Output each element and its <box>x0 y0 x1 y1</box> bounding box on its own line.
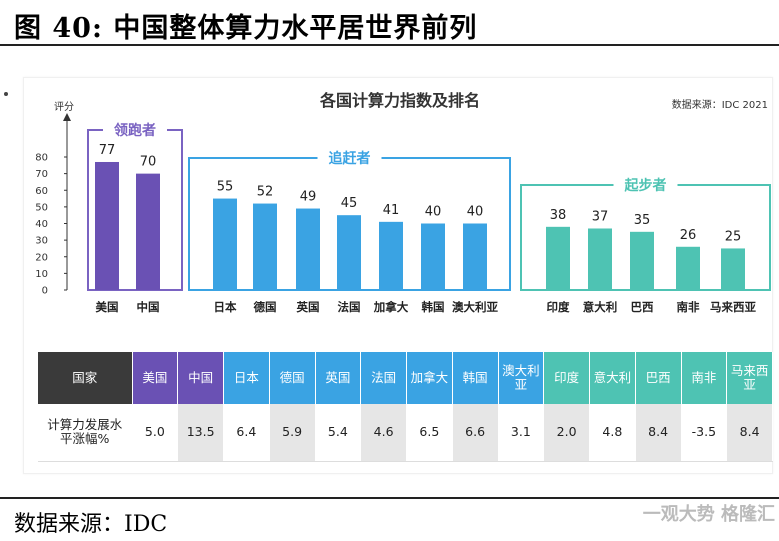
table-header-row: 国家 美国 中国 日本 德国 英国 法国 加拿大 韩国 澳大利亚 印度 意大利 巴西 南非 马来西亚 <box>38 352 773 404</box>
x-tick-label: 加拿大 <box>373 300 409 314</box>
bar <box>136 173 160 290</box>
table-header-label: 国家 <box>38 352 133 404</box>
bar <box>253 203 277 290</box>
y-tick-label: 60 <box>35 186 48 197</box>
bar <box>296 208 320 290</box>
bar-value-label: 45 <box>341 196 358 211</box>
table-growth-cell: 8.4 <box>726 404 773 462</box>
table-country-cell: 巴西 <box>635 352 682 404</box>
bar-value-label: 40 <box>467 205 484 220</box>
table-country-cell: 南非 <box>681 352 728 404</box>
x-tick-label: 马来西亚 <box>710 300 756 314</box>
bar-value-label: 49 <box>300 190 317 205</box>
bar-value-label: 41 <box>383 203 400 218</box>
growth-table: 国家 美国 中国 日本 德国 英国 法国 加拿大 韩国 澳大利亚 印度 意大利 巴西 南非 马来西亚 计算… <box>38 352 773 462</box>
table-growth-cell: 6.4 <box>223 404 270 462</box>
x-tick-label: 德国 <box>253 300 277 314</box>
table-country-cell: 加拿大 <box>406 352 453 404</box>
table-growth-cell: 5.4 <box>315 404 362 462</box>
bar <box>630 231 654 290</box>
chart-title: 各国计算力指数及排名 <box>319 91 480 110</box>
bar <box>546 226 570 290</box>
bar-value-label: 55 <box>217 180 234 195</box>
table-country-cell: 中国 <box>177 352 224 404</box>
y-tick-label: 40 <box>35 219 48 230</box>
bar-value-label: 37 <box>592 209 609 224</box>
bar-value-label: 35 <box>634 213 651 228</box>
table-row-label: 计算力发展水平涨幅% <box>38 404 133 462</box>
table-growth-cell: 13.5 <box>177 404 224 462</box>
source-footer: 数据来源：IDC <box>14 512 168 537</box>
table-country-cell: 英国 <box>315 352 362 404</box>
table-growth-cell: 8.4 <box>635 404 682 462</box>
y-tick-label: 0 <box>42 286 48 297</box>
table-growth-cell: 4.8 <box>589 404 636 462</box>
y-axis-label: 评分 <box>54 101 74 113</box>
x-tick-label: 意大利 <box>583 300 618 314</box>
table-country-cell: 法国 <box>360 352 407 404</box>
bottom-rule <box>0 497 779 499</box>
bar-value-label: 77 <box>99 143 116 158</box>
bar-value-label: 52 <box>257 185 274 200</box>
top-rule <box>0 44 779 46</box>
bar <box>463 223 487 290</box>
table-growth-cell: -3.5 <box>681 404 728 462</box>
y-tick-label: 80 <box>35 153 48 164</box>
figure-title: 图 40: 中国整体算力水平居世界前列 <box>14 13 478 44</box>
bar <box>721 248 745 290</box>
table-growth-cell: 4.6 <box>360 404 407 462</box>
table-country-cell: 马来西亚 <box>726 352 773 404</box>
chart-source-note: 数据来源：IDC 2021 <box>672 98 768 111</box>
bar-value-label: 70 <box>140 155 157 170</box>
y-axis-arrow-icon <box>63 113 71 121</box>
bar <box>676 246 700 290</box>
table-country-cell: 日本 <box>223 352 270 404</box>
bullet-dot <box>4 92 8 96</box>
table-country-cell: 美国 <box>132 352 179 404</box>
bar <box>95 161 119 290</box>
y-tick-label: 30 <box>35 236 48 247</box>
bar-value-label: 26 <box>680 228 697 243</box>
table-country-cell: 德国 <box>269 352 316 404</box>
table-growth-cell: 5.0 <box>132 404 179 462</box>
x-tick-label: 印度 <box>547 300 570 314</box>
x-tick-label: 巴西 <box>631 300 654 314</box>
group-label: 起步者 <box>624 177 667 194</box>
x-tick-label: 英国 <box>296 300 320 314</box>
bar-chart: 各国计算力指数及排名 数据来源：IDC 2021 评分 0 10 20 30 40 50 6… <box>35 91 771 314</box>
table-country-cell: 意大利 <box>589 352 636 404</box>
table-growth-cell: 6.5 <box>406 404 453 462</box>
table-growth-cell: 5.9 <box>269 404 316 462</box>
bar <box>588 228 612 290</box>
table-growth-cell: 6.6 <box>452 404 499 462</box>
x-tick-label: 法国 <box>338 300 361 314</box>
watermark: 一观大势 格隆汇 <box>642 504 775 525</box>
bar-value-label: 40 <box>425 205 442 220</box>
table-country-cell: 印度 <box>543 352 590 404</box>
y-tick-label: 20 <box>35 252 48 263</box>
group-label: 领跑者 <box>114 122 156 139</box>
bar <box>421 223 445 290</box>
table-value-row: 计算力发展水平涨幅% 5.0 13.5 6.4 5.9 5.4 4.6 6.5 6.6 3.1 2… <box>38 404 773 462</box>
x-tick-label: 中国 <box>137 300 160 314</box>
x-tick-label: 澳大利亚 <box>452 300 498 314</box>
bar-value-label: 25 <box>725 229 742 244</box>
group-label: 追赶者 <box>329 150 371 167</box>
bar-value-label: 38 <box>550 208 567 223</box>
table-country-cell: 澳大利亚 <box>498 352 545 404</box>
group-box <box>87 129 183 291</box>
table-growth-cell: 3.1 <box>498 404 545 462</box>
y-tick-label: 70 <box>35 169 48 180</box>
x-tick-label: 韩国 <box>422 300 445 314</box>
y-tick-label: 50 <box>35 202 48 213</box>
bar <box>213 198 237 290</box>
x-tick-label: 美国 <box>96 300 119 314</box>
x-tick-label: 日本 <box>214 300 237 314</box>
bar <box>337 215 361 290</box>
bar <box>379 221 403 290</box>
x-tick-label: 南非 <box>677 300 700 314</box>
table-country-cell: 韩国 <box>452 352 499 404</box>
table-growth-cell: 2.0 <box>543 404 590 462</box>
y-tick-label: 10 <box>35 269 48 280</box>
